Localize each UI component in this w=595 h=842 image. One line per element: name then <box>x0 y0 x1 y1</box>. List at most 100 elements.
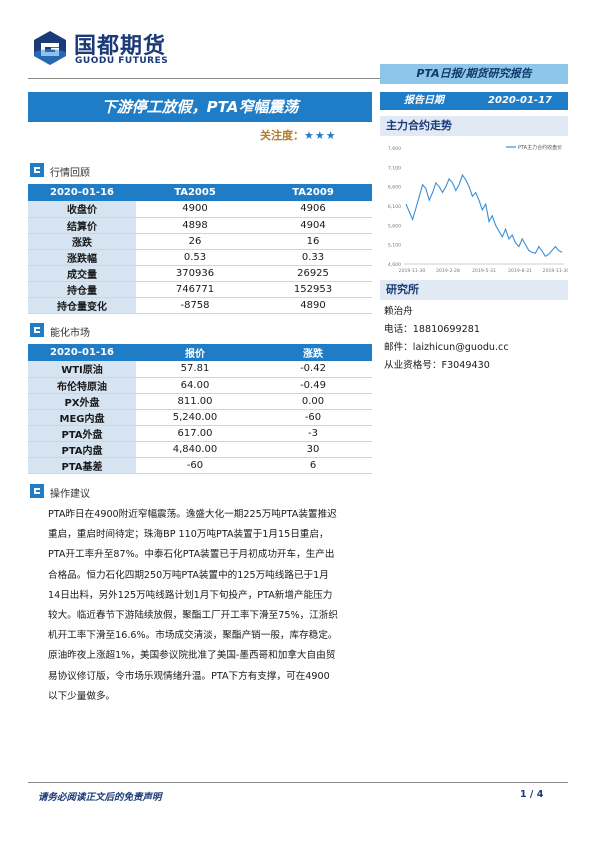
cell-value: 64.00 <box>136 377 254 394</box>
series-line-pta-close <box>405 173 563 258</box>
table-row: PTA外盘 617.00 -3 <box>28 425 372 442</box>
analyst-name: 赖治舟 <box>384 306 413 317</box>
report-title: 下游停工放假，PTA窄幅震荡 <box>28 92 372 122</box>
section-bullet-icon <box>30 323 44 337</box>
chart-heading: 主力合约走势 <box>380 116 568 136</box>
row-label: 涨跌幅 <box>28 249 136 266</box>
report-type-banner: PTA日报/期货研究报告 <box>380 64 568 84</box>
cell-value: 152953 <box>254 281 372 298</box>
row-label: PTA内盘 <box>28 441 136 458</box>
cell-value: 26 <box>136 233 254 250</box>
table-row: 结算价 4898 4904 <box>28 217 372 234</box>
table-row: PTA基差 -60 6 <box>28 457 372 474</box>
table-row: 持仓量 746771 152953 <box>28 281 372 298</box>
advice-line: PTA昨日在4900附近窄幅震荡。逸盛大化一期225万吨PTA装置推迟 <box>48 509 337 520</box>
cell-value: 16 <box>254 233 372 250</box>
table-row: 涨跌 26 16 <box>28 233 372 250</box>
energy-header-date: 2020-01-16 <box>28 344 136 361</box>
y-tick-label: 7,100 <box>388 165 401 171</box>
energy-header-change: 涨跌 <box>254 344 372 361</box>
advice-line: PTA开工率升至87%。中泰石化PTA装置已于月初成功开车，生产出 <box>48 549 335 561</box>
review-table: 2020-01-16 TA2005 TA2009 收盘价 4900 4906 结算价… <box>28 184 372 314</box>
disclaimer-link[interactable]: 请务必阅读正文后的免责声明 <box>38 792 162 803</box>
x-tick-label: 2019-2-28 <box>436 268 460 274</box>
header-rule <box>28 78 568 79</box>
y-tick-label: 6,600 <box>388 185 401 191</box>
advice-line: 易协议修订版，令市场乐观情绪升温。PTA下方有支撑，可在4900 <box>48 670 330 682</box>
energy-table-header: 2020-01-16 报价 涨跌 <box>28 344 372 361</box>
row-label: 涨跌 <box>28 233 136 250</box>
advice-line: 重启，重启时间待定；珠海BP 110万吨PTA装置于1月15日重启， <box>48 529 329 541</box>
cell-value: 0.53 <box>136 249 254 266</box>
cell-value: -60 <box>136 457 254 474</box>
analyst-email[interactable]: 邮件：laizhicun@guodu.cc <box>384 342 509 353</box>
advice-line: 以下少量做多。 <box>48 690 116 702</box>
row-label: MEG内盘 <box>28 409 136 426</box>
cell-value: -0.42 <box>254 361 372 378</box>
cell-value: 57.81 <box>136 361 254 378</box>
x-tick-label: 2019-11-30 <box>543 268 568 274</box>
footer-rule <box>28 782 568 783</box>
legend-label: PTA主力合约收盘价 <box>518 144 562 151</box>
x-tick-label: 2019-11-30 <box>399 268 426 274</box>
cell-value: 30 <box>254 441 372 458</box>
cell-value: 4,840.00 <box>136 441 254 458</box>
section-energy-heading: 能化市场 <box>28 322 372 340</box>
cell-value: 4900 <box>136 201 254 218</box>
energy-header-price: 报价 <box>136 344 254 361</box>
cell-value: 617.00 <box>136 425 254 442</box>
row-label: 持仓量 <box>28 281 136 298</box>
y-tick-label: 7,600 <box>388 146 401 152</box>
section-bullet-icon <box>30 163 44 177</box>
table-row: PTA内盘 4,840.00 30 <box>28 441 372 458</box>
cell-value: -8758 <box>136 297 254 314</box>
cell-value: 811.00 <box>136 393 254 410</box>
advice-line: 合格品。恒力石化四期250万吨PTA装置中的125万吨线路已于1月 <box>48 569 329 581</box>
advice-paragraph: PTA昨日在4900附近窄幅震荡。逸盛大化一期225万吨PTA装置推迟 重启，重启… <box>48 505 370 707</box>
x-tick-label: 2019-8-31 <box>508 268 532 274</box>
review-table-header: 2020-01-16 TA2005 TA2009 <box>28 184 372 201</box>
row-label: PX外盘 <box>28 393 136 410</box>
table-row: 成交量 370936 26925 <box>28 265 372 282</box>
company-logo: 国都期货 GUODU FUTURES <box>30 26 180 74</box>
cell-value: 370936 <box>136 265 254 282</box>
review-header-ta2005: TA2005 <box>136 184 254 201</box>
row-label: 布伦特原油 <box>28 377 136 394</box>
review-header-date: 2020-01-16 <box>28 184 136 201</box>
table-row: 涨跌幅 0.53 0.33 <box>28 249 372 266</box>
row-label: PTA外盘 <box>28 425 136 442</box>
row-label: PTA基差 <box>28 457 136 474</box>
energy-table: 2020-01-16 报价 涨跌 WTI原油 57.81 -0.42 布伦特原油 64… <box>28 344 372 474</box>
page-number: 1 / 4 <box>520 789 544 800</box>
cell-value: 26925 <box>254 265 372 282</box>
focus-stars: ★★★ <box>304 129 337 142</box>
row-label: 成交量 <box>28 265 136 282</box>
focus-rating: 关注度：★★★ <box>260 127 337 143</box>
advice-line: 机开工率下滑至16.6%。市场成交清淡，聚酯产销一般，库存稳定。 <box>48 630 338 642</box>
cell-value: 4904 <box>254 217 372 234</box>
cell-value: 746771 <box>136 281 254 298</box>
cell-value: -0.49 <box>254 377 372 394</box>
y-tick-label: 6,100 <box>388 204 401 210</box>
advice-line: 原油昨夜上涨超1%，美国参议院批准了美国-墨西哥和加拿大自由贸 <box>48 650 336 662</box>
institute-heading: 研究所 <box>380 280 568 300</box>
report-date-label: 报告日期 <box>404 95 444 106</box>
section-advice-label: 操作建议 <box>50 489 90 500</box>
table-row: 布伦特原油 64.00 -0.49 <box>28 377 372 394</box>
cell-value: 5,240.00 <box>136 409 254 426</box>
advice-line: 较大。临近春节下游陆续放假，聚酯工厂开工率下滑至75%，江浙织 <box>48 610 338 622</box>
table-row: MEG内盘 5,240.00 -60 <box>28 409 372 426</box>
section-advice-heading: 操作建议 <box>28 483 372 501</box>
table-row: 收盘价 4900 4906 <box>28 201 372 218</box>
cell-value: 4898 <box>136 217 254 234</box>
cell-value: 0.00 <box>254 393 372 410</box>
brand-name-cn: 国都期货 <box>74 34 167 59</box>
review-header-ta2009: TA2009 <box>254 184 372 201</box>
cell-value: 4890 <box>254 297 372 314</box>
cell-value: 4906 <box>254 201 372 218</box>
section-energy-label: 能化市场 <box>50 328 90 339</box>
analyst-license: 从业资格号：F3049430 <box>384 360 490 371</box>
y-tick-label: 5,600 <box>388 223 401 229</box>
y-tick-label: 4,600 <box>388 262 401 268</box>
advice-line: 14日出料，另外125万吨线路计划1月下旬投产，PTA新增产能压力 <box>48 589 333 601</box>
